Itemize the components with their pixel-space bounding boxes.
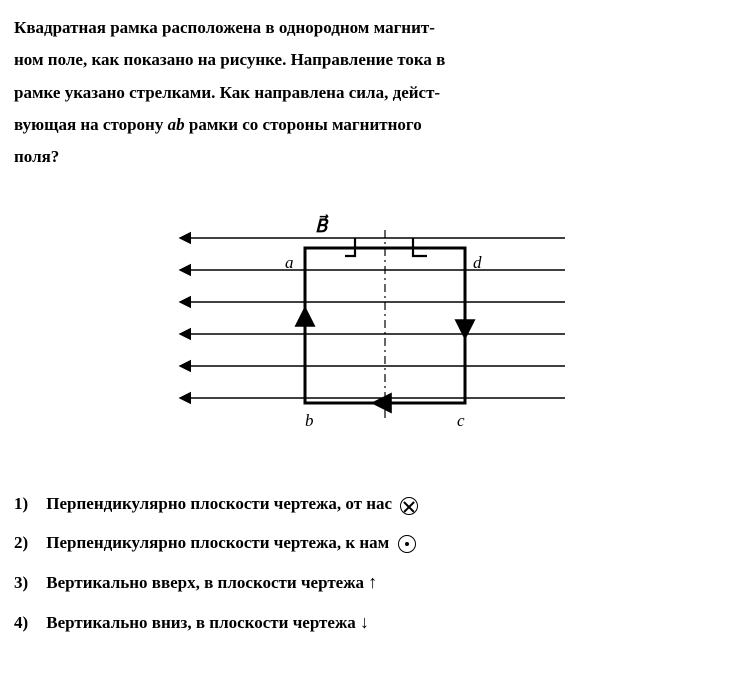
answer-num: 2) <box>14 527 42 559</box>
svg-text:d: d <box>473 253 482 272</box>
q-line4-post: рамки со стороны магнитного <box>185 115 422 134</box>
question-text: Квадратная рамка расположена в однородно… <box>14 12 715 173</box>
arrow-down-icon: ↓ <box>360 612 369 632</box>
answer-3: 3) Вертикально вверх, в плоскости чертеж… <box>14 565 715 599</box>
svg-text:a: a <box>285 253 294 272</box>
arrow-up-icon: ↑ <box>368 572 377 592</box>
figure: B⃗ a d b c <box>14 198 715 458</box>
out-of-page-icon <box>398 535 416 553</box>
answer-1: 1) Перпендикулярно плоскости чертежа, от… <box>14 488 715 520</box>
answer-text: Вертикально вниз, в плоскости чертежа <box>46 613 356 632</box>
q-line2: ном поле, как показано на рисунке. Напра… <box>14 50 445 69</box>
into-page-icon <box>400 497 418 515</box>
q-line3: рамке указано стрелками. Как направлена … <box>14 83 440 102</box>
svg-text:c: c <box>457 411 465 430</box>
q-line4-pre: вующая на сторону <box>14 115 168 134</box>
answer-num: 1) <box>14 488 42 520</box>
answer-text: Перпендикулярно плоскости чертежа, к нам <box>46 533 389 552</box>
answer-4: 4) Вертикально вниз, в плоскости чертежа… <box>14 605 715 639</box>
answer-list: 1) Перпендикулярно плоскости чертежа, от… <box>14 488 715 639</box>
svg-text:b: b <box>305 411 314 430</box>
answer-text: Перпендикулярно плоскости чертежа, от на… <box>46 494 392 513</box>
q-line1: Квадратная рамка расположена в однородно… <box>14 18 435 37</box>
answer-text: Вертикально вверх, в плоскости чертежа <box>46 573 364 592</box>
q-ab: ab <box>168 115 185 134</box>
figure-svg: B⃗ a d b c <box>155 198 575 458</box>
answer-num: 3) <box>14 567 42 599</box>
q-line5: поля? <box>14 147 59 166</box>
svg-text:B⃗: B⃗ <box>315 214 329 236</box>
answer-2: 2) Перпендикулярно плоскости чертежа, к … <box>14 527 715 559</box>
answer-num: 4) <box>14 607 42 639</box>
